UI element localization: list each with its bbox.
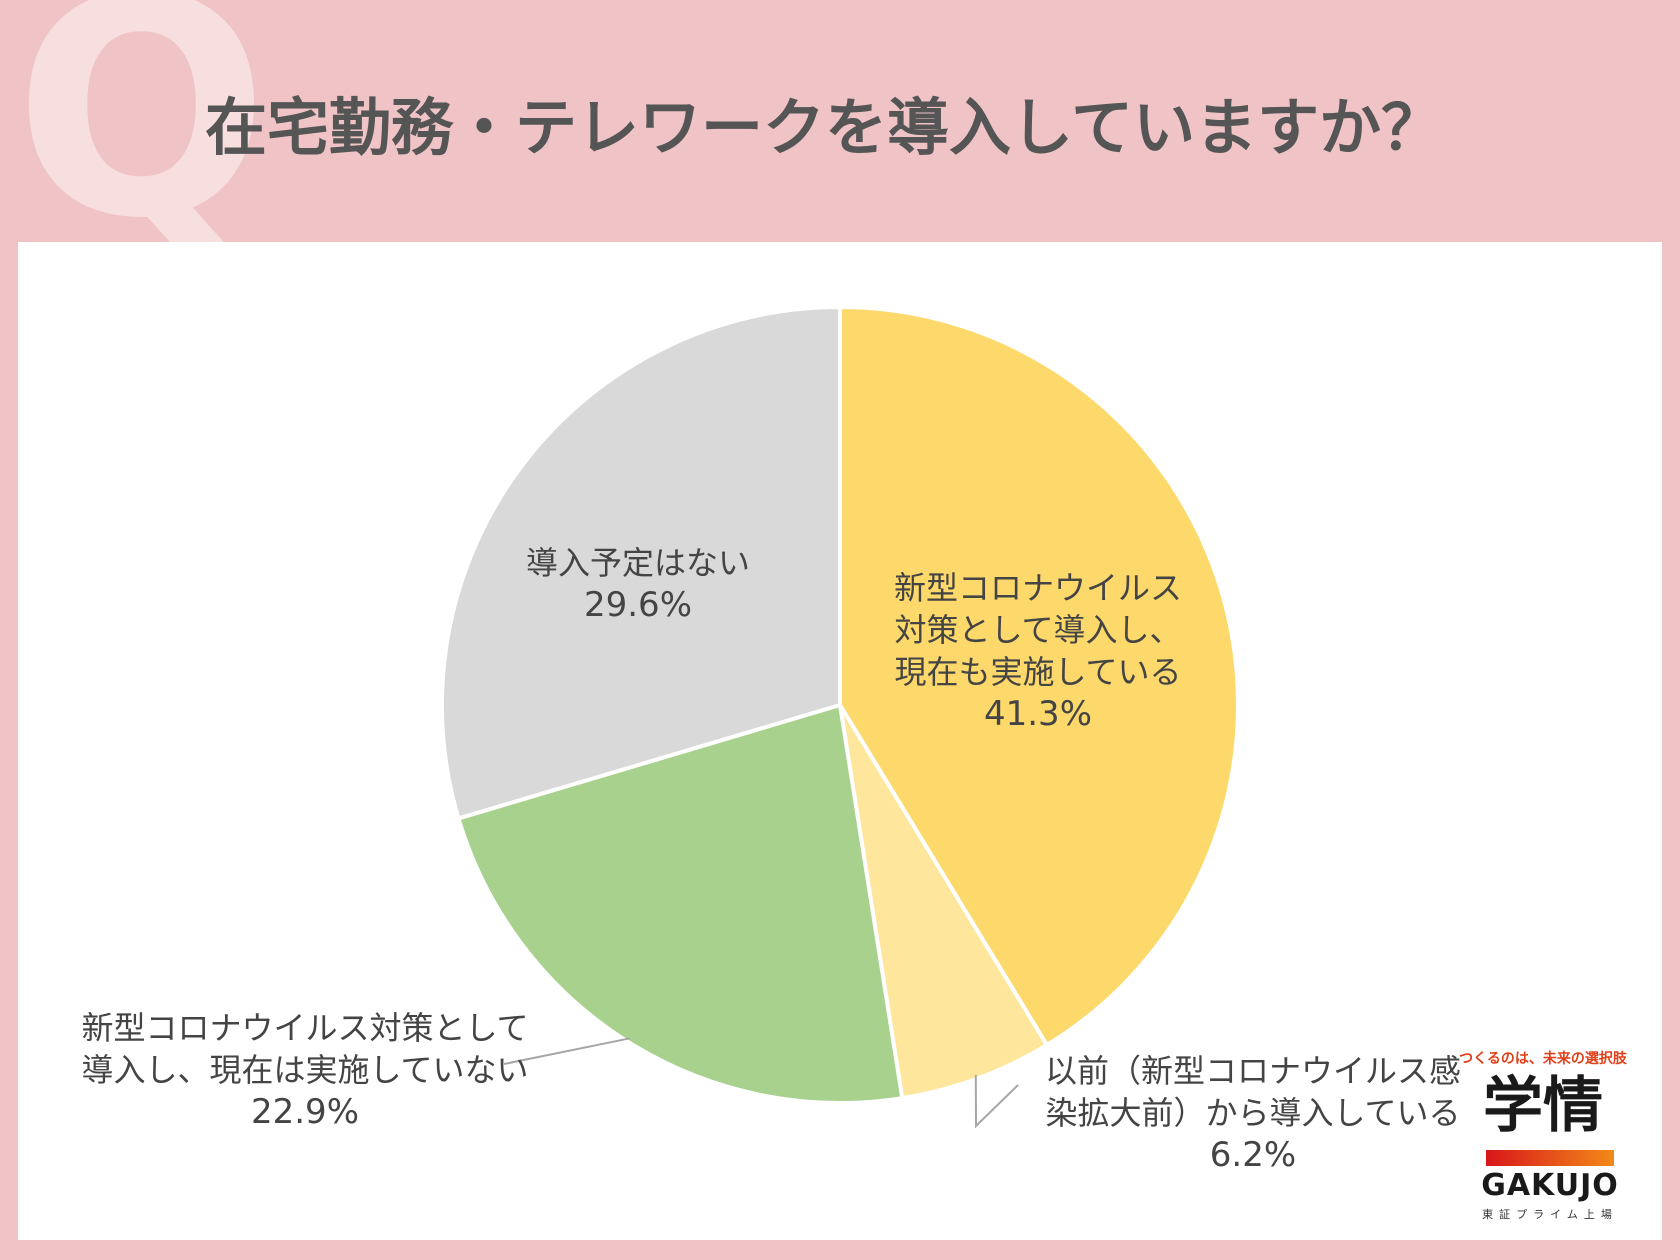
- slice-no-plan: [440, 304, 842, 821]
- slice-label-line: 以前（新型コロナウイルス感: [1044, 1052, 1461, 1090]
- pie-chart: [440, 304, 1240, 1129]
- chart-panel: 新型コロナウイルス 対策として導入し、 現在も実施している 41.3% 以前（新…: [18, 242, 1662, 1240]
- logo-sub: 東証プライム上場: [1482, 1208, 1618, 1221]
- logo-bar: [1486, 1150, 1614, 1166]
- logo-name: 学情: [1483, 1071, 1603, 1141]
- slice-label-line: 染拡大前）から導入している: [1045, 1094, 1461, 1132]
- slice-label-line: 対策として導入し、: [894, 611, 1182, 649]
- page-title: 在宅勤務・テレワークを導入していますか？: [205, 91, 1444, 164]
- slice-before: [838, 703, 1050, 1101]
- q-mark: Q: [14, 0, 270, 284]
- slice-label-ongoing: 新型コロナウイルス 対策として導入し、 現在も実施している 41.3%: [838, 567, 1238, 735]
- slice-label-before: 以前（新型コロナウイルス感 染拡大前）から導入している 6.2%: [1023, 1050, 1483, 1176]
- slice-pct: 22.9%: [250, 1092, 359, 1132]
- logo-tagline: つくるのは、未来の選択肢: [1459, 1051, 1627, 1067]
- slice-label-line: 導入予定はない: [525, 544, 750, 582]
- slice-pct: 29.6%: [583, 585, 692, 625]
- logo-roman: GAKUJO: [1481, 1168, 1619, 1203]
- slice-pct: 6.2%: [1209, 1135, 1297, 1175]
- slice-pct: 41.3%: [983, 694, 1092, 734]
- leader-line-before: [974, 1074, 1019, 1129]
- slice-label-line: 現在も実施している: [894, 653, 1182, 691]
- slice-label-line: 新型コロナウイルス対策として: [81, 1009, 529, 1047]
- slice-stopped: [456, 702, 905, 1105]
- slice-label-line: 新型コロナウイルス: [893, 569, 1182, 607]
- slice-label-line: 導入し、現在は実施していない: [81, 1051, 529, 1089]
- gakujo-logo: つくるのは、未来の選択肢 学情 GAKUJO 東証プライム上場: [1438, 1048, 1648, 1221]
- slice-label-no-plan: 導入予定はない 29.6%: [488, 542, 788, 626]
- slice-label-stopped: 新型コロナウイルス対策として 導入し、現在は実施していない 22.9%: [70, 1007, 540, 1133]
- leader-line-stopped: [503, 1037, 631, 1065]
- slice-ongoing: [838, 304, 1240, 1048]
